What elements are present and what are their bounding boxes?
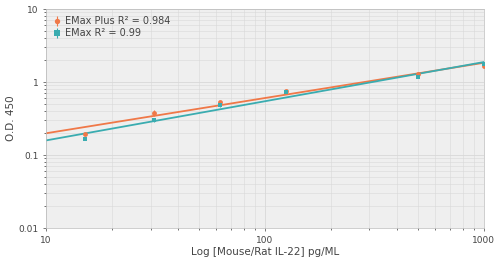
Legend: EMax Plus R² = 0.984, EMax R² = 0.99: EMax Plus R² = 0.984, EMax R² = 0.99: [51, 14, 172, 40]
X-axis label: Log [Mouse/Rat IL-22] pg/ML: Log [Mouse/Rat IL-22] pg/ML: [191, 247, 339, 257]
Y-axis label: O.D. 450: O.D. 450: [6, 96, 16, 141]
